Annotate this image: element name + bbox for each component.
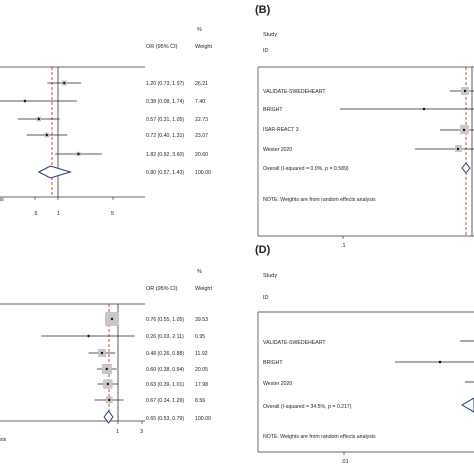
panel-b-study-label: Wester 2020 [263, 147, 292, 153]
panel-c-row-weight: 20.05 [195, 367, 208, 373]
panel-c-point-estimate [106, 382, 110, 386]
panel-a-row-ci: 0.57 (0.31, 1.05) [146, 117, 184, 123]
panel-d-study-label: Wester 2020 [263, 381, 292, 387]
panel-a-row-weight: 7.40 [195, 99, 205, 105]
panel-a-point-estimate [45, 133, 48, 137]
panel-d: (D) Study ID VALIDATE-SWEDEHEART BRIGHT … [255, 244, 474, 465]
panel-c-row-ci: 0.48 (0.26, 0.88) [146, 351, 184, 357]
panel-c-row-weight: 39.53 [195, 317, 208, 323]
panel-d-overall-diamond [461, 397, 474, 413]
panel-b-study-label: ISAR-REACT 3 [263, 127, 299, 133]
panel-a-row-weight: 22.73 [195, 117, 208, 123]
panel-c-row-weight: 17.98 [195, 382, 208, 388]
panel-c-pct-header: % [197, 269, 202, 275]
panel-c-or-header: OR (95% CI) [146, 286, 178, 292]
panel-c-row-ci: 0.67 (0.34, 1.29) [146, 398, 184, 404]
panel-a-overall-ci: 0.80 (0.57, 1.43) [146, 170, 184, 176]
panel-a-point-estimate [77, 152, 80, 156]
panel-a-pct-header: % [197, 27, 202, 33]
panel-b-note: NOTE: Weights are from random effects an… [263, 197, 376, 203]
panel-a-overall-diamond [37, 165, 72, 179]
panel-c-row-ci: 0.63 (0.39, 1.01) [146, 382, 184, 388]
panel-c-point-estimate [110, 317, 114, 321]
panel-c-row-ci: 0.60 (0.38, 0.94) [146, 367, 184, 373]
panel-d-study-header: Study [263, 273, 277, 279]
panel-a-row-ci: 0.72 (0.40, 1.31) [146, 133, 184, 139]
panel-c-point-estimate [87, 334, 90, 338]
panel-c-point-estimate [108, 398, 111, 402]
panel-c-row-weight: 8.56 [195, 398, 205, 404]
panel-c: % OR (95% CI) Weight 0.76 (0.55, 1.05) 39… [0, 269, 212, 443]
panel-a-point-estimate [23, 99, 27, 103]
panel-b-study-header: Study [263, 32, 277, 38]
panel-c-tick-label: 1 [116, 429, 119, 435]
panel-d-study-label: VALIDATE-SWEDEHEART [263, 340, 326, 346]
panel-a-row-ci: 1.82 (0.92, 3.60) [146, 152, 184, 158]
panel-a-point-estimate [37, 117, 40, 121]
panel-a-or-header: OR (95% CI) [146, 44, 178, 50]
panel-c-point-estimate [100, 351, 104, 355]
panel-c-row-ci: 0.26 (0.03, 2.11) [146, 334, 184, 340]
panel-a-note-fragment: is [0, 197, 4, 203]
panel-c-overall-weight: 100.00 [195, 416, 211, 422]
panel-b-tick-label: .1 [341, 243, 346, 249]
panel-a-row-weight: 20.60 [195, 152, 208, 158]
panel-d-label: (D) [255, 244, 271, 256]
panel-c-note-fragment: sis [0, 437, 7, 443]
panel-b-study-label: VALIDATE-SWEDEHEART [263, 89, 326, 95]
panel-c-weight-header: Weight [195, 286, 212, 292]
panel-c-row-weight: 11.92 [195, 351, 208, 357]
panel-a-tick-label: .5 [33, 211, 38, 217]
panel-b-point-estimate [462, 128, 466, 132]
panel-b-id-header: ID [263, 48, 269, 54]
panel-a-overall-weight: 100.00 [195, 170, 211, 176]
panel-c-row-ci: 0.76 (0.55, 1.05) [146, 317, 184, 323]
panel-d-id-header: ID [263, 295, 269, 301]
panel-b-overall-label: Overall (I-squared = 0.0%, p = 0.589) [263, 166, 349, 172]
panel-c-tick-label: 3 [140, 429, 143, 435]
panel-b-point-estimate [456, 147, 460, 151]
panel-c-overall-diamond [103, 410, 114, 424]
panel-d-overall-label: Overall (I-squared = 34.5%, p = 0.217) [263, 404, 352, 410]
panel-b-study-label: BRIGHT [263, 107, 283, 113]
panel-d-tick-label: .01 [341, 459, 349, 465]
panel-b-point-estimate [463, 89, 467, 93]
panel-c-point-estimate [105, 367, 109, 371]
panel-a-row-weight: 23.07 [195, 133, 208, 139]
panel-a-tick-label: 5 [111, 211, 114, 217]
panel-a-row-ci: 1.20 (0.73, 1.97) [146, 81, 184, 87]
panel-c-row-weight: 0.95 [195, 334, 205, 340]
panel-a-row-ci: 0.38 (0.08, 1.74) [146, 99, 184, 105]
panel-c-overall-ci: 0.65 (0.53, 0.79) [146, 416, 184, 422]
panel-b-label: (B) [255, 4, 271, 16]
panel-d-point-estimate [438, 360, 442, 364]
panel-b-overall-diamond [461, 162, 471, 174]
panel-a-tick-label: 1 [57, 211, 60, 217]
panel-a-row-weight: 26.21 [195, 81, 208, 87]
panel-a-point-estimate [63, 81, 66, 85]
panel-d-note: NOTE: Weights are from random effects an… [263, 434, 376, 440]
panel-d-study-label: BRIGHT [263, 360, 283, 366]
panel-b: (B) Study ID VALIDATE-SWEDEHEART BRIGHT … [255, 4, 474, 249]
panel-a: % OR (95% CI) Weight 1.20 (0.73, 1.97) 26… [0, 27, 212, 217]
panel-b-point-estimate [422, 107, 426, 111]
panel-a-weight-header: Weight [195, 44, 212, 50]
